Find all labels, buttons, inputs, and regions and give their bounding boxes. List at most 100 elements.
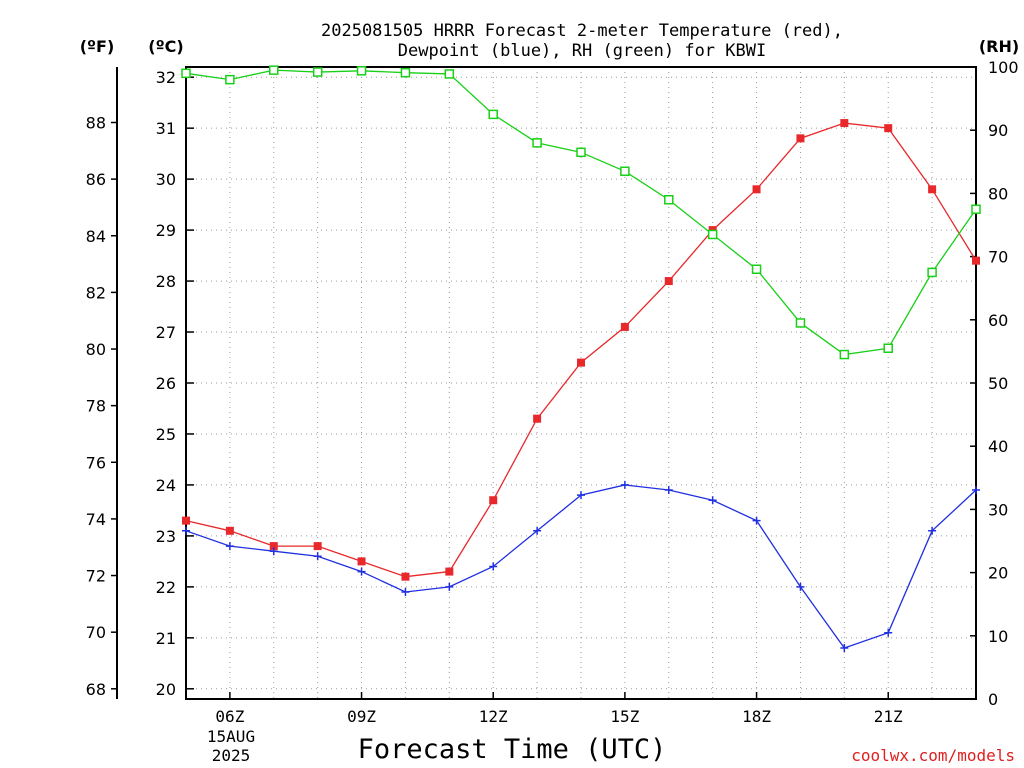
dewpoint-point — [840, 644, 849, 653]
dewpoint-point — [313, 552, 322, 561]
temperature-point — [928, 185, 937, 194]
dewpoint-point — [928, 526, 937, 535]
rh-point — [971, 204, 981, 214]
rh-point — [620, 166, 630, 177]
fahrenheit-tick-label: 88 — [86, 113, 106, 132]
temperature-point — [664, 277, 673, 286]
series-temperature — [182, 119, 980, 581]
temperature-point — [620, 322, 629, 331]
rh-tick-label: 0 — [988, 690, 998, 709]
temperature-point — [533, 414, 542, 423]
chart-title-line1: 2025081505 HRRR Forecast 2-meter Tempera… — [321, 21, 843, 41]
rh-point — [664, 194, 674, 205]
temperature-point — [313, 542, 322, 551]
temperature-point — [796, 134, 805, 143]
temperature-point — [269, 542, 278, 551]
celsius-tick-label: 27 — [156, 323, 176, 342]
celsius-tick-label: 31 — [156, 119, 176, 138]
rh-point — [444, 69, 455, 79]
date-label-day: 15AUG — [207, 727, 255, 746]
celsius-tick-label: 23 — [156, 527, 176, 546]
x-tick-label: 12Z — [479, 707, 508, 726]
fahrenheit-tick-label: 86 — [86, 170, 106, 189]
temperature-point — [972, 256, 980, 265]
fahrenheit-tick-label: 82 — [86, 283, 106, 302]
series-rh — [181, 65, 981, 360]
dewpoint-point — [664, 486, 673, 495]
series-line-dewpoint — [185, 484, 977, 649]
rh-point — [225, 74, 235, 85]
rh-point — [269, 65, 279, 75]
dewpoint-point — [972, 486, 980, 495]
dewpoint-point — [533, 526, 542, 535]
celsius-tick-label: 28 — [156, 272, 176, 291]
rh-tick-label: 60 — [988, 311, 1008, 330]
x-tick-label: 15Z — [610, 707, 639, 726]
temperature-point — [182, 516, 190, 525]
rh-tick-label: 100 — [988, 58, 1019, 77]
celsius-tick-label: 24 — [156, 476, 176, 495]
date-label-year: 2025 — [212, 746, 251, 765]
rh-point — [532, 138, 542, 148]
celsius-tick-label: 22 — [156, 578, 176, 597]
rh-point — [883, 343, 893, 353]
temperature-point — [752, 185, 761, 194]
celsius-tick-label: 29 — [156, 221, 176, 240]
rh-point — [795, 318, 806, 328]
chart-axes: 20 21 22 23 24 25 26 27 28 29 30 31 32 68 70 72 74 76 78 80… — [86, 58, 1019, 726]
series-dewpoint — [182, 480, 980, 653]
rh-point — [927, 267, 937, 278]
temperature-point — [840, 119, 849, 128]
fahrenheit-unit-label: (ºF) — [80, 37, 115, 56]
temperature-point — [577, 358, 585, 367]
x-tick-label: 18Z — [742, 707, 771, 726]
rh-point — [312, 67, 323, 77]
fahrenheit-tick-label: 80 — [86, 340, 106, 359]
dewpoint-point — [357, 567, 366, 576]
temperature-point — [489, 496, 498, 505]
dewpoint-point — [182, 526, 190, 535]
temperature-point — [445, 567, 454, 576]
celsius-tick-label: 20 — [156, 680, 176, 699]
rh-point — [839, 349, 850, 360]
watermark: coolwx.com/models — [851, 746, 1015, 765]
dewpoint-point — [445, 582, 454, 591]
fahrenheit-tick-label: 72 — [86, 567, 106, 586]
rh-tick-label: 80 — [988, 184, 1008, 203]
rh-tick-label: 70 — [988, 248, 1008, 267]
rh-tick-label: 40 — [988, 437, 1008, 456]
dewpoint-point — [796, 582, 805, 591]
celsius-tick-label: 30 — [156, 170, 176, 189]
series-layer — [181, 65, 981, 653]
fahrenheit-tick-label: 74 — [86, 510, 106, 529]
x-tick-label: 09Z — [347, 707, 376, 726]
dewpoint-point — [708, 496, 717, 505]
x-tick-label: 21Z — [874, 707, 903, 726]
rh-tick-label: 20 — [988, 564, 1008, 583]
rh-tick-label: 10 — [988, 627, 1008, 646]
rh-point — [488, 109, 498, 120]
celsius-tick-label: 26 — [156, 374, 176, 393]
rh-point — [356, 66, 367, 76]
rh-point — [751, 264, 762, 274]
rh-tick-label: 50 — [988, 374, 1008, 393]
temperature-point — [357, 557, 366, 566]
rh-point — [400, 67, 411, 78]
rh-tick-label: 90 — [988, 121, 1008, 140]
fahrenheit-tick-label: 68 — [86, 680, 106, 699]
rh-tick-label: 30 — [988, 500, 1008, 519]
fahrenheit-tick-label: 84 — [86, 227, 106, 246]
x-axis-title: Forecast Time (UTC) — [358, 734, 667, 765]
temperature-point — [401, 572, 410, 581]
fahrenheit-tick-label: 76 — [86, 453, 106, 472]
celsius-tick-label: 21 — [156, 629, 176, 648]
series-line-temperature — [185, 122, 977, 578]
dewpoint-point — [269, 547, 278, 556]
temperature-point — [225, 526, 234, 535]
dewpoint-point — [489, 562, 498, 571]
dewpoint-point — [884, 628, 893, 637]
dewpoint-point — [401, 587, 410, 596]
chart-title-line2: Dewpoint (blue), RH (green) for KBWI — [398, 41, 766, 61]
dewpoint-point — [620, 480, 629, 489]
